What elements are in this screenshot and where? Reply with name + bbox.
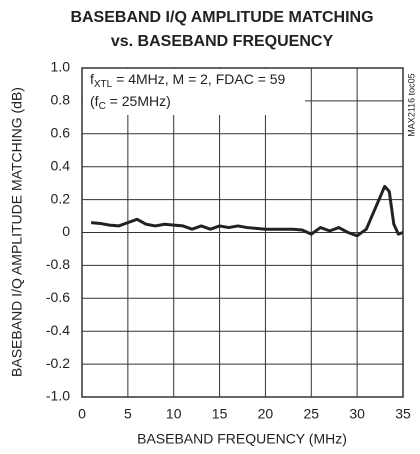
side-label: MAX2116 toc05 xyxy=(406,73,416,136)
chart-title: BASEBAND I/Q AMPLITUDE MATCHING xyxy=(70,9,373,26)
annotation-part: (f xyxy=(90,93,99,109)
y-axis-label: BASEBAND I/Q AMPLITUDE MATCHING (dB) xyxy=(9,87,25,377)
x-tick-label: 15 xyxy=(212,406,228,422)
x-tick-label: 10 xyxy=(166,406,182,422)
y-tick-label: -0.4 xyxy=(46,322,70,338)
annotation: fXTL = 4MHz, M = 2, FDAC = 59 xyxy=(90,71,286,90)
annotation-box xyxy=(83,69,305,115)
x-tick-label: 30 xyxy=(349,406,365,422)
y-tick-label: 0.2 xyxy=(51,190,71,206)
y-tick-label: 0.6 xyxy=(51,125,71,141)
y-tick-label: -1.0 xyxy=(46,388,70,404)
x-tick-label: 20 xyxy=(258,406,274,422)
annotation-part: C xyxy=(99,101,106,112)
y-tick-label: 1.0 xyxy=(51,59,71,75)
y-tick-label: -0.2 xyxy=(46,355,70,371)
x-tick-label: 5 xyxy=(124,406,132,422)
y-tick-label: 0.8 xyxy=(51,92,71,108)
x-tick-label: 25 xyxy=(303,406,319,422)
y-tick-label: -0.6 xyxy=(46,289,70,305)
annotation: (fC = 25MHz) xyxy=(90,93,171,112)
annotation-part: f xyxy=(90,71,94,87)
y-tick-label: 0 xyxy=(62,223,70,239)
annotation-part: = 25MHz) xyxy=(106,93,171,109)
x-tick-label: 35 xyxy=(395,406,411,422)
data-line xyxy=(91,184,404,238)
x-axis-label: BASEBAND FREQUENCY (MHz) xyxy=(137,431,347,447)
annotation-part: XTL xyxy=(94,79,113,90)
y-tick-label: -0.8 xyxy=(46,256,70,272)
x-tick-label: 0 xyxy=(78,406,86,422)
y-tick-label: 0.4 xyxy=(51,157,71,173)
chart-title: vs. BASEBAND FREQUENCY xyxy=(111,33,334,50)
annotation-part: = 4MHz, M = 2, FDAC = 59 xyxy=(112,71,285,87)
